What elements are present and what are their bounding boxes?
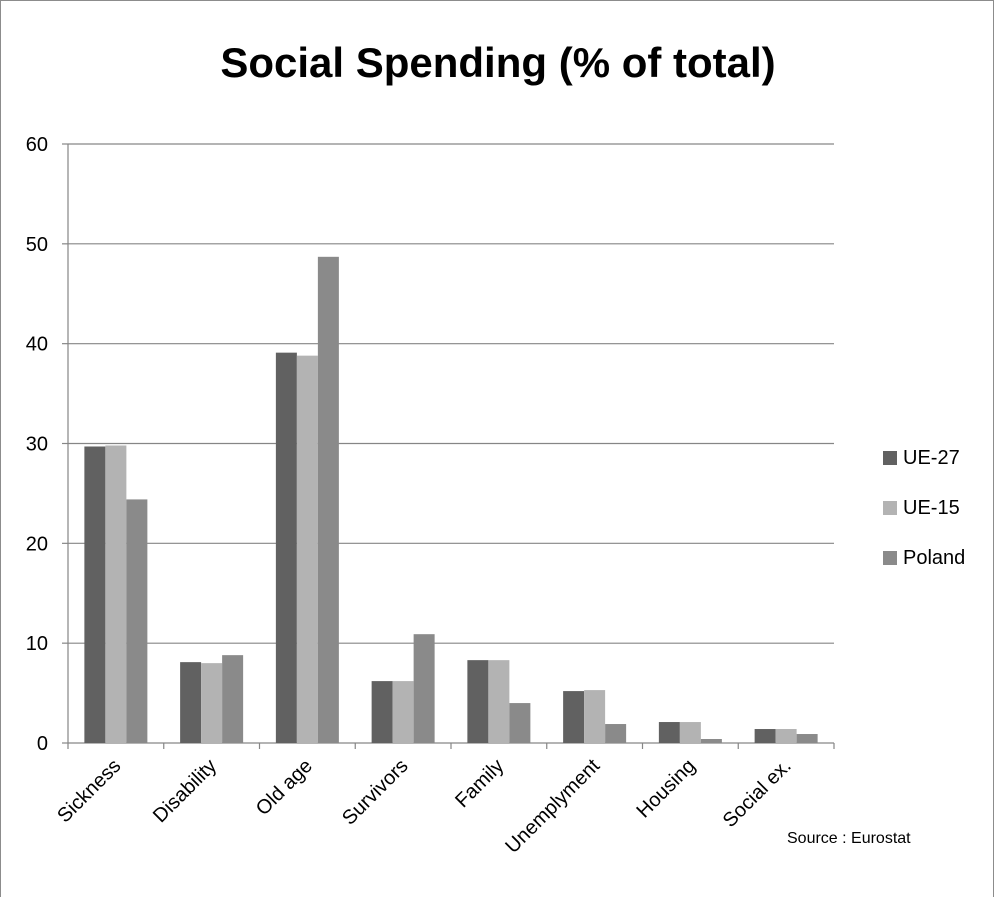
y-tick-label: 50 xyxy=(26,234,48,256)
x-category-label: Housing xyxy=(632,755,699,822)
bar-poland-2 xyxy=(317,256,339,743)
legend-label-ue15: UE-15 xyxy=(903,496,960,519)
bar-ue27-3 xyxy=(371,681,393,743)
bar-poland-0 xyxy=(126,499,148,743)
bar-ue15-3 xyxy=(392,681,414,743)
legend: UE-27 UE-15 Poland xyxy=(883,433,965,583)
bar-poland-1 xyxy=(222,655,244,743)
legend-item-ue27: UE-27 xyxy=(883,433,965,483)
bar-ue27-6 xyxy=(658,722,680,743)
bar-ue27-5 xyxy=(563,691,585,743)
y-tick-label: 40 xyxy=(26,334,48,356)
y-tick-label: 0 xyxy=(37,733,48,755)
bar-ue15-0 xyxy=(105,445,127,743)
y-tick-label: 10 xyxy=(26,633,48,655)
bar-ue15-1 xyxy=(201,663,223,743)
bar-poland-4 xyxy=(509,703,531,743)
bar-poland-3 xyxy=(413,634,435,743)
chart-title: Social Spending (% of total) xyxy=(220,39,776,86)
bar-poland-7 xyxy=(796,734,818,743)
legend-label-ue27: UE-27 xyxy=(903,446,960,469)
source-note: Source : Eurostat xyxy=(787,830,911,847)
legend-label-poland: Poland xyxy=(903,546,966,569)
y-tick-label: 60 xyxy=(26,134,48,156)
y-tick-label: 30 xyxy=(26,434,48,456)
y-tick-label: 20 xyxy=(26,533,48,555)
x-category-label: Old age xyxy=(252,755,317,820)
bar-ue27-4 xyxy=(467,660,489,743)
bar-ue27-7 xyxy=(754,729,776,743)
bar-poland-6 xyxy=(700,739,722,743)
legend-swatch-poland xyxy=(883,551,897,565)
legend-item-poland: Poland xyxy=(883,533,965,583)
legend-swatch-ue15 xyxy=(883,501,897,515)
x-category-label: Unemplyment xyxy=(501,755,604,858)
bar-ue27-0 xyxy=(84,446,106,743)
bar-poland-5 xyxy=(605,724,627,743)
legend-swatch-ue27 xyxy=(883,451,897,465)
bar-ue27-1 xyxy=(180,662,202,743)
bar-ue15-2 xyxy=(296,355,318,743)
bar-ue15-6 xyxy=(679,722,701,743)
x-category-label: Social ex. xyxy=(719,755,796,832)
x-category-label: Sickness xyxy=(53,755,125,827)
bar-ue15-5 xyxy=(584,690,606,743)
bar-ue15-7 xyxy=(775,729,797,743)
x-category-label: Survivors xyxy=(338,755,413,830)
bar-ue15-4 xyxy=(488,660,510,743)
x-category-label: Disability xyxy=(149,755,221,827)
bar-ue27-2 xyxy=(275,352,297,743)
legend-item-ue15: UE-15 xyxy=(883,483,965,533)
x-category-label: Family xyxy=(451,755,508,812)
